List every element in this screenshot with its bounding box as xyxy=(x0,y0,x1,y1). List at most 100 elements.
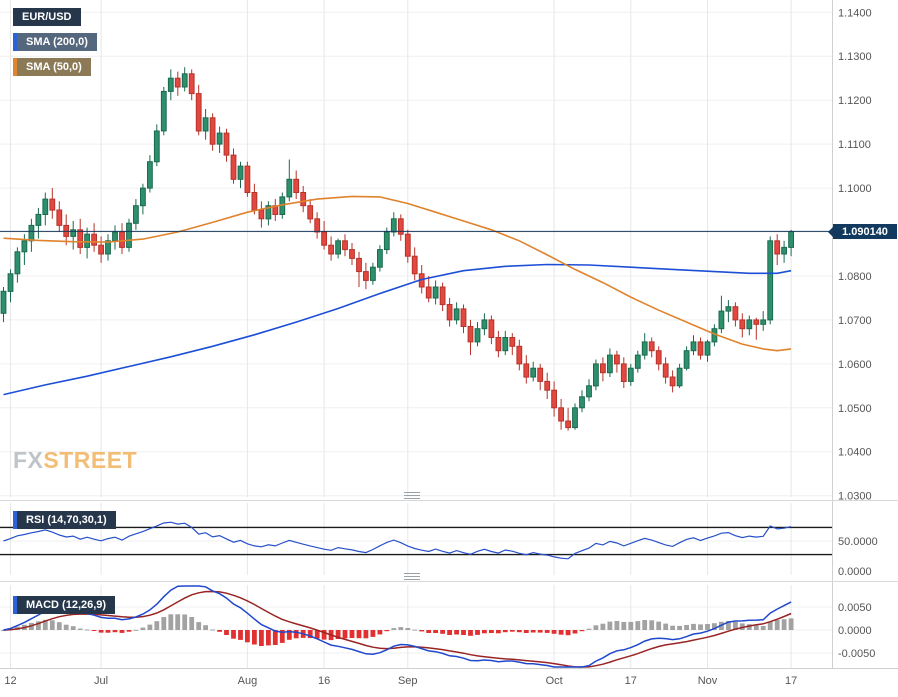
sma50-label: SMA (50,0) xyxy=(17,58,91,76)
sma50-color-strip xyxy=(13,58,17,76)
macd-histogram-bar xyxy=(746,624,752,630)
panel-resize-handle-macd[interactable] xyxy=(404,573,420,580)
macd-histogram-bar xyxy=(210,629,215,631)
sma-200-line[interactable] xyxy=(3,263,792,396)
macd-histogram-bar xyxy=(482,630,487,634)
macd-histogram-bar xyxy=(36,621,41,630)
macd-histogram-bar xyxy=(398,627,404,630)
price-axis[interactable]: 1.14001.13001.12001.11001.10001.09001.08… xyxy=(0,0,898,669)
svg-text:Oct: Oct xyxy=(546,675,563,687)
macd-histogram-bar xyxy=(698,624,703,630)
panel-separator-rsi xyxy=(0,500,898,501)
sma-50-line[interactable] xyxy=(3,195,792,352)
macd-line xyxy=(3,585,792,668)
svg-text:0.0000: 0.0000 xyxy=(838,566,872,578)
macd-histogram-bar xyxy=(433,630,438,633)
macd-badge[interactable]: MACD (12,26,9) xyxy=(13,596,116,614)
svg-text:1.1000: 1.1000 xyxy=(838,183,872,195)
macd-histogram-bar xyxy=(502,630,508,633)
macd-histogram-bar xyxy=(733,621,738,630)
macd-histogram-bar xyxy=(161,617,167,630)
macd-histogram-bar xyxy=(426,630,432,633)
svg-text:Jul: Jul xyxy=(94,675,108,687)
macd-histogram-bar xyxy=(523,630,529,633)
macd-histogram-bar xyxy=(412,629,418,631)
sma200-badge[interactable]: SMA (200,0) xyxy=(13,33,97,51)
sma200-label: SMA (200,0) xyxy=(17,33,97,51)
svg-text:17: 17 xyxy=(785,675,797,687)
svg-text:50.0000: 50.0000 xyxy=(838,536,878,548)
macd-histogram-bar xyxy=(217,630,222,632)
macd-histogram-bar xyxy=(196,622,202,630)
macd-histogram-bar xyxy=(656,621,662,630)
macd-histogram-bar xyxy=(739,623,745,630)
macd-histogram-bar xyxy=(628,621,634,630)
svg-text:0.0050: 0.0050 xyxy=(838,602,872,614)
macd-histogram-bar xyxy=(475,630,480,635)
rsi-badge[interactable]: RSI (14,70,30,1) xyxy=(13,511,116,529)
macd-histogram-bar xyxy=(384,630,390,632)
macd-histogram-bar xyxy=(447,630,452,635)
sma50-badge[interactable]: SMA (50,0) xyxy=(13,58,91,76)
macd-histogram-bar xyxy=(335,630,341,639)
time-axis[interactable]: 12 Jul Aug 16 Sep Oct 17 Nov 17 xyxy=(4,675,797,687)
svg-text:1.0600: 1.0600 xyxy=(838,359,872,371)
macd-histogram-bar xyxy=(70,626,76,630)
macd-histogram-bar xyxy=(461,630,466,635)
macd-panel[interactable] xyxy=(1,585,794,668)
macd-histogram-bar xyxy=(391,628,397,630)
macd-histogram-bar xyxy=(649,620,655,630)
macd-histogram-bar xyxy=(307,630,313,639)
svg-text:0.0000: 0.0000 xyxy=(838,625,872,637)
macd-histogram-bar xyxy=(189,617,195,630)
macd-histogram-bar xyxy=(77,628,83,630)
symbol-label: EUR/USD xyxy=(13,8,81,26)
macd-histogram-bar xyxy=(231,630,236,639)
current-price-badge: 1.090140 xyxy=(828,224,897,239)
symbol-badge[interactable]: EUR/USD xyxy=(13,8,81,26)
macd-color-strip xyxy=(13,596,17,614)
macd-histogram-bar xyxy=(321,630,327,640)
watermark-street: STREET xyxy=(43,447,138,473)
macd-histogram-bar xyxy=(767,621,773,630)
svg-text:1.0400: 1.0400 xyxy=(838,447,872,459)
svg-text:1.1200: 1.1200 xyxy=(838,95,872,107)
macd-histogram-bar xyxy=(537,630,543,633)
svg-text:Sep: Sep xyxy=(398,675,418,687)
macd-histogram-bar xyxy=(551,630,557,634)
macd-histogram-bar xyxy=(133,629,139,631)
macd-histogram-bar xyxy=(586,628,592,630)
svg-text:-0.0050: -0.0050 xyxy=(838,648,875,660)
macd-histogram-bar xyxy=(705,624,710,630)
candlestick-series[interactable] xyxy=(0,67,795,431)
macd-histogram-bar xyxy=(105,630,111,633)
macd-histogram-bar xyxy=(279,630,285,643)
macd-histogram-bar xyxy=(614,621,620,630)
gridlines xyxy=(0,0,832,668)
macd-histogram-bar xyxy=(112,630,118,633)
macd-histogram-bar xyxy=(349,630,355,638)
macd-histogram-bar xyxy=(252,630,257,645)
macd-histogram-bar xyxy=(245,630,250,643)
macd-histogram-bar xyxy=(642,620,648,630)
macd-histogram-bar xyxy=(405,628,411,630)
macd-histogram-bar xyxy=(684,625,689,630)
macd-histogram-bar xyxy=(63,624,69,630)
svg-text:1.0700: 1.0700 xyxy=(838,315,872,327)
panel-resize-handle-rsi[interactable] xyxy=(404,492,420,499)
macd-histogram-bar xyxy=(377,630,383,635)
macd-histogram-bar xyxy=(272,630,278,645)
svg-text:1.1100: 1.1100 xyxy=(838,139,871,151)
macd-histogram-bar xyxy=(774,619,780,630)
rsi-panel[interactable] xyxy=(0,521,832,560)
macd-histogram-bar xyxy=(781,619,787,630)
macd-histogram-bar xyxy=(140,627,146,630)
macd-histogram-bar xyxy=(259,630,264,646)
svg-text:17: 17 xyxy=(625,675,637,687)
macd-histogram-bar xyxy=(726,621,731,630)
macd-histogram-bar xyxy=(182,614,188,630)
macd-histogram-bar xyxy=(496,630,501,634)
macd-histogram-bar xyxy=(42,619,48,630)
macd-histogram-bar xyxy=(363,630,369,639)
